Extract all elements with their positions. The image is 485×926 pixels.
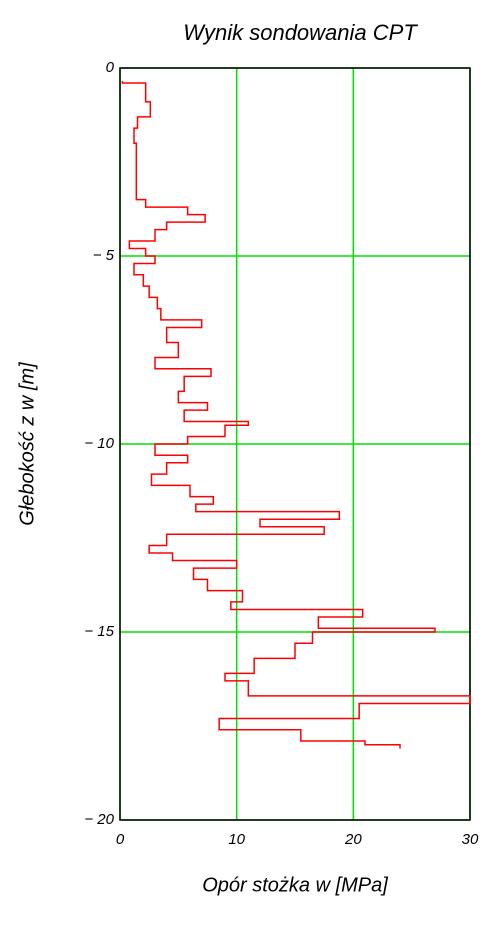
x-tick-label: 20 <box>344 831 362 848</box>
y-tick-label: − 10 <box>84 435 114 452</box>
x-tick-label: 10 <box>228 831 245 848</box>
data-line <box>121 81 471 749</box>
y-tick-label: − 20 <box>84 811 114 828</box>
y-tick-label: 0 <box>106 59 115 76</box>
plot-frame <box>119 67 471 821</box>
y-axis-label: Głebokość z w [m] <box>16 362 38 526</box>
x-tick-label: 30 <box>462 831 479 848</box>
x-axis-label: Opór stożka w [MPa] <box>202 874 388 896</box>
y-tick-label: − 15 <box>84 623 114 640</box>
y-tick-label: − 5 <box>93 247 115 264</box>
chart-title: Wynik sondowania CPT <box>183 20 418 45</box>
x-tick-label: 0 <box>116 831 125 848</box>
